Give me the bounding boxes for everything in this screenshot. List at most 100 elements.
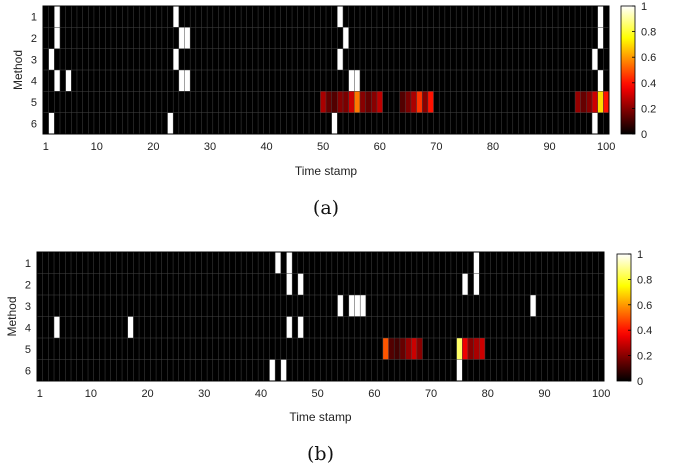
x-tick-label: 50 [312, 388, 324, 400]
heatmap-cell [416, 338, 423, 360]
y-tick-label: 2 [25, 279, 31, 291]
heatmap-cell [337, 295, 344, 317]
heatmap-cell [592, 112, 598, 134]
y-axis-label: Method [11, 50, 25, 90]
heatmap-cell [411, 338, 417, 360]
heatmap-cell [331, 91, 338, 113]
y-tick-label: 3 [25, 301, 31, 313]
heatmap-cell [427, 91, 434, 113]
heatmap-cell [603, 91, 609, 113]
heatmap-cell [422, 91, 428, 113]
colorbar-tick-label: 0 [641, 129, 647, 141]
x-tick-label: 80 [482, 388, 494, 400]
x-tick-label: 60 [368, 388, 380, 400]
x-tick-label: 60 [374, 141, 386, 153]
colorbar-tick-label: 0.4 [637, 325, 652, 337]
heatmap-cell [167, 112, 174, 134]
heatmap-cell [388, 338, 395, 360]
x-tick-label: 90 [543, 141, 555, 153]
x-tick-label: 1 [37, 388, 43, 400]
heatmap-cell [597, 27, 604, 49]
heatmap-cell [530, 295, 536, 317]
x-tick-label: 90 [538, 388, 550, 400]
heatmap-cell [376, 91, 383, 113]
heatmap-cell [337, 6, 343, 28]
heatmap-cell [399, 91, 406, 113]
heatmap-cell [382, 338, 389, 360]
heatmap-cell [354, 295, 361, 317]
y-tick-label: 2 [31, 33, 37, 45]
heatmap-cell [127, 316, 134, 338]
heatmap-cell [48, 48, 55, 70]
heatmap-cell [297, 316, 304, 338]
heatmap-cell [275, 252, 281, 274]
plot-frame [42, 5, 610, 135]
heatmap-cell [462, 338, 468, 360]
colorbar-tick-label: 0.6 [641, 52, 656, 64]
heatmap-cell [592, 48, 598, 70]
heatmap-cell [597, 91, 604, 113]
heatmap-cell [331, 112, 338, 134]
colorbar-tick-label: 0.2 [637, 351, 652, 363]
heatmap-cell [580, 91, 587, 113]
y-tick-label: 6 [31, 118, 37, 130]
heatmap-cell [473, 252, 480, 274]
y-tick-label: 6 [25, 365, 31, 377]
colorbar-tick-label: 1 [641, 1, 647, 13]
x-tick-label: 10 [85, 388, 97, 400]
heatmap-cell [184, 27, 191, 49]
heatmap-cell [399, 338, 406, 360]
heatmap-cell [269, 359, 276, 381]
heatmap-cell [365, 91, 372, 113]
colorbar-tick-label: 0.6 [637, 300, 652, 312]
heatmap-cell [456, 338, 463, 360]
heatmap-cell [467, 338, 474, 360]
heatmap-cell [410, 91, 417, 113]
x-tick-label: 70 [425, 388, 437, 400]
heatmap-cell [405, 91, 411, 113]
x-tick-label: 1 [43, 141, 49, 153]
heatmap-cell [54, 316, 60, 338]
x-tick-label: 20 [141, 388, 153, 400]
heatmap-cell [342, 91, 349, 113]
heatmap-cell [173, 6, 179, 28]
colorbar-tick-label: 0 [637, 376, 643, 388]
heatmap-cell [54, 27, 60, 49]
heatmap-cell [286, 316, 293, 338]
colorbar [616, 253, 632, 382]
heatmap-cell [342, 27, 349, 49]
heatmap-cell [586, 91, 593, 113]
heatmap-cell [184, 70, 191, 92]
heatmap-cell [54, 6, 60, 28]
heatmap-cell [178, 27, 185, 49]
heatmap-cell [575, 91, 581, 113]
heatmap-cell [337, 91, 343, 113]
x-tick-label: 100 [597, 141, 615, 153]
x-tick-label: 40 [255, 388, 267, 400]
heatmap-cell [479, 338, 485, 360]
heatmap-cell [320, 91, 326, 113]
x-tick-label: 30 [198, 388, 210, 400]
heatmap-cell [597, 70, 604, 92]
heatmap-cell [354, 91, 360, 113]
heatmap-cell [348, 295, 355, 317]
heatmap-cell [462, 273, 468, 295]
x-tick-label: 30 [204, 141, 216, 153]
colorbar-tick-label: 0.2 [641, 103, 656, 115]
x-tick-label: 50 [317, 141, 329, 153]
x-tick-label: 20 [147, 141, 159, 153]
heatmap-cell [456, 359, 463, 381]
x-axis-label: Time stamp [295, 164, 358, 178]
heatmap-cell [473, 273, 480, 295]
heatmap-cell [359, 91, 366, 113]
x-axis-label: Time stamp [289, 410, 352, 424]
panel-caption: (b) [307, 443, 334, 465]
heatmap-cell [65, 70, 72, 92]
x-tick-label: 100 [592, 388, 610, 400]
heatmap-cell [371, 91, 377, 113]
colorbar-tick-label: 0.8 [641, 27, 656, 39]
heatmap-cell [348, 70, 355, 92]
colorbar-tick-label: 1 [637, 249, 643, 261]
